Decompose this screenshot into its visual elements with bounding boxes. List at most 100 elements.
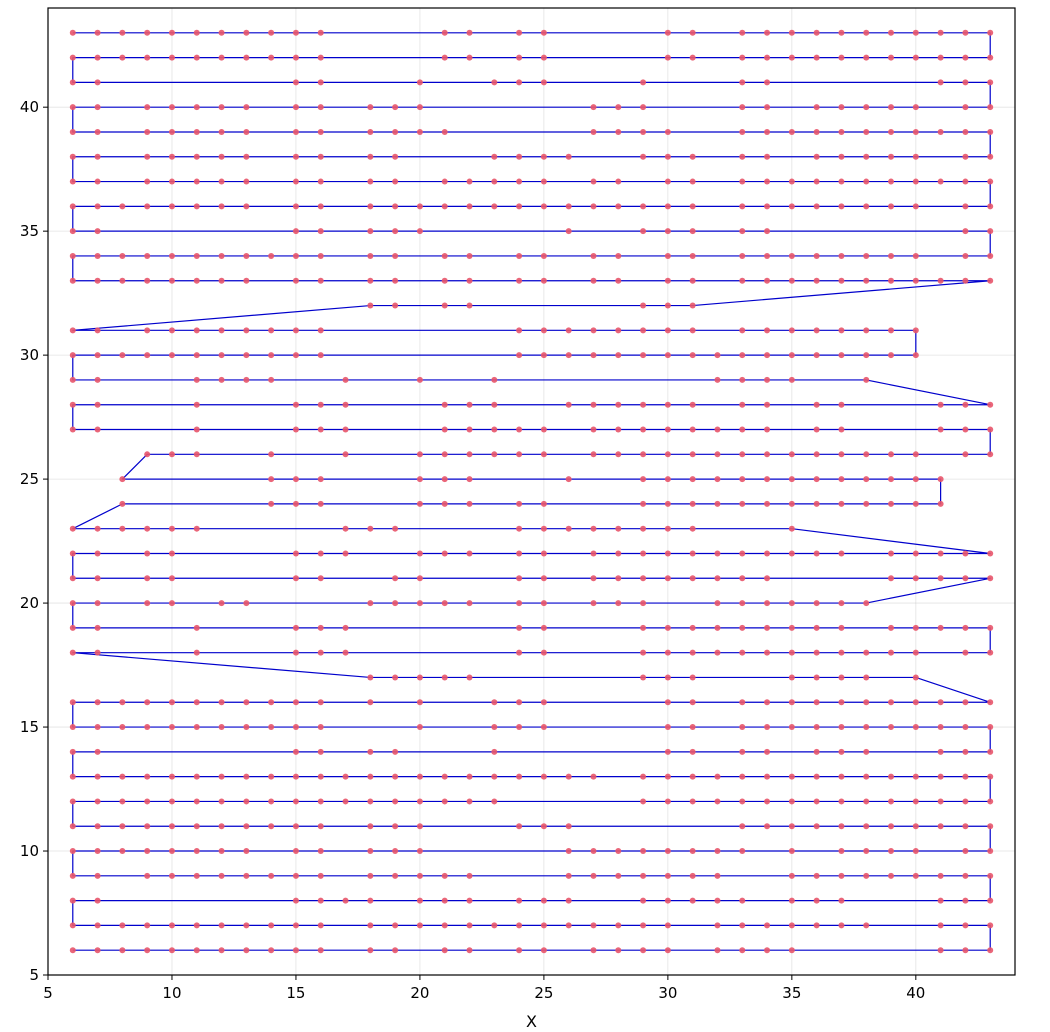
data-point <box>590 277 597 284</box>
data-point <box>689 327 696 334</box>
data-point <box>466 872 473 879</box>
data-point <box>243 252 250 259</box>
data-point <box>664 724 671 731</box>
data-point <box>888 252 895 259</box>
data-point <box>168 699 175 706</box>
x-tick-label: 40 <box>906 984 925 1002</box>
data-point <box>714 575 721 582</box>
data-point <box>863 724 870 731</box>
data-point <box>788 674 795 681</box>
data-point <box>689 624 696 631</box>
data-point <box>119 922 126 929</box>
data-point <box>664 426 671 433</box>
data-point <box>788 922 795 929</box>
data-point <box>540 79 547 86</box>
data-point <box>739 848 746 855</box>
data-point <box>764 550 771 557</box>
data-point <box>962 872 969 879</box>
data-point <box>342 773 349 780</box>
data-point <box>94 823 101 830</box>
data-point <box>863 352 870 359</box>
data-point <box>962 823 969 830</box>
data-point <box>317 724 324 731</box>
data-point <box>912 674 919 681</box>
data-point <box>218 277 225 284</box>
data-point <box>144 550 151 557</box>
data-point <box>565 153 572 160</box>
data-point <box>416 500 423 507</box>
data-point <box>888 773 895 780</box>
data-point <box>292 203 299 210</box>
data-point <box>69 897 76 904</box>
data-point <box>491 699 498 706</box>
data-point <box>441 29 448 36</box>
x-axis-ticks: 5 10 15 20 25 30 35 40 <box>43 975 925 1002</box>
data-point <box>441 674 448 681</box>
data-point <box>640 401 647 408</box>
data-point <box>615 525 622 532</box>
data-point <box>367 277 374 284</box>
data-point <box>168 823 175 830</box>
data-point <box>664 29 671 36</box>
data-point <box>987 823 994 830</box>
data-point <box>863 600 870 607</box>
data-point <box>664 302 671 309</box>
data-point <box>615 872 622 879</box>
data-point <box>540 624 547 631</box>
data-point <box>292 426 299 433</box>
data-point <box>615 128 622 135</box>
data-point <box>441 54 448 61</box>
data-point <box>863 104 870 111</box>
data-point <box>193 699 200 706</box>
data-point <box>144 947 151 954</box>
data-point <box>838 674 845 681</box>
data-point <box>937 29 944 36</box>
data-point <box>342 897 349 904</box>
data-point <box>193 352 200 359</box>
data-point <box>367 252 374 259</box>
data-point <box>813 401 820 408</box>
x-tick-label: 5 <box>43 984 53 1002</box>
data-point <box>243 798 250 805</box>
data-point <box>640 600 647 607</box>
data-point <box>193 327 200 334</box>
data-point <box>144 724 151 731</box>
data-point <box>689 500 696 507</box>
y-axis-ticks: 5 10 15 20 25 30 35 40 <box>20 98 48 984</box>
data-point <box>640 624 647 631</box>
data-point <box>317 823 324 830</box>
data-point <box>640 773 647 780</box>
data-point <box>838 451 845 458</box>
data-point <box>392 823 399 830</box>
data-point <box>962 773 969 780</box>
data-point <box>491 451 498 458</box>
data-point <box>218 773 225 780</box>
data-point <box>912 104 919 111</box>
data-point <box>788 872 795 879</box>
data-point <box>764 724 771 731</box>
data-point <box>144 352 151 359</box>
data-point <box>739 922 746 929</box>
data-point <box>317 798 324 805</box>
data-point <box>788 451 795 458</box>
y-tick-label: 5 <box>29 966 39 984</box>
data-point <box>392 525 399 532</box>
data-point <box>664 525 671 532</box>
data-point <box>739 699 746 706</box>
data-point <box>838 128 845 135</box>
data-point <box>888 699 895 706</box>
data-point <box>615 252 622 259</box>
data-point <box>292 773 299 780</box>
data-point <box>317 153 324 160</box>
data-point <box>912 798 919 805</box>
data-point <box>292 153 299 160</box>
data-point <box>863 277 870 284</box>
data-point <box>317 848 324 855</box>
data-point <box>193 947 200 954</box>
data-point <box>342 649 349 656</box>
data-point <box>218 600 225 607</box>
data-point <box>144 252 151 259</box>
data-point <box>813 872 820 879</box>
data-point <box>342 624 349 631</box>
data-point <box>268 947 275 954</box>
